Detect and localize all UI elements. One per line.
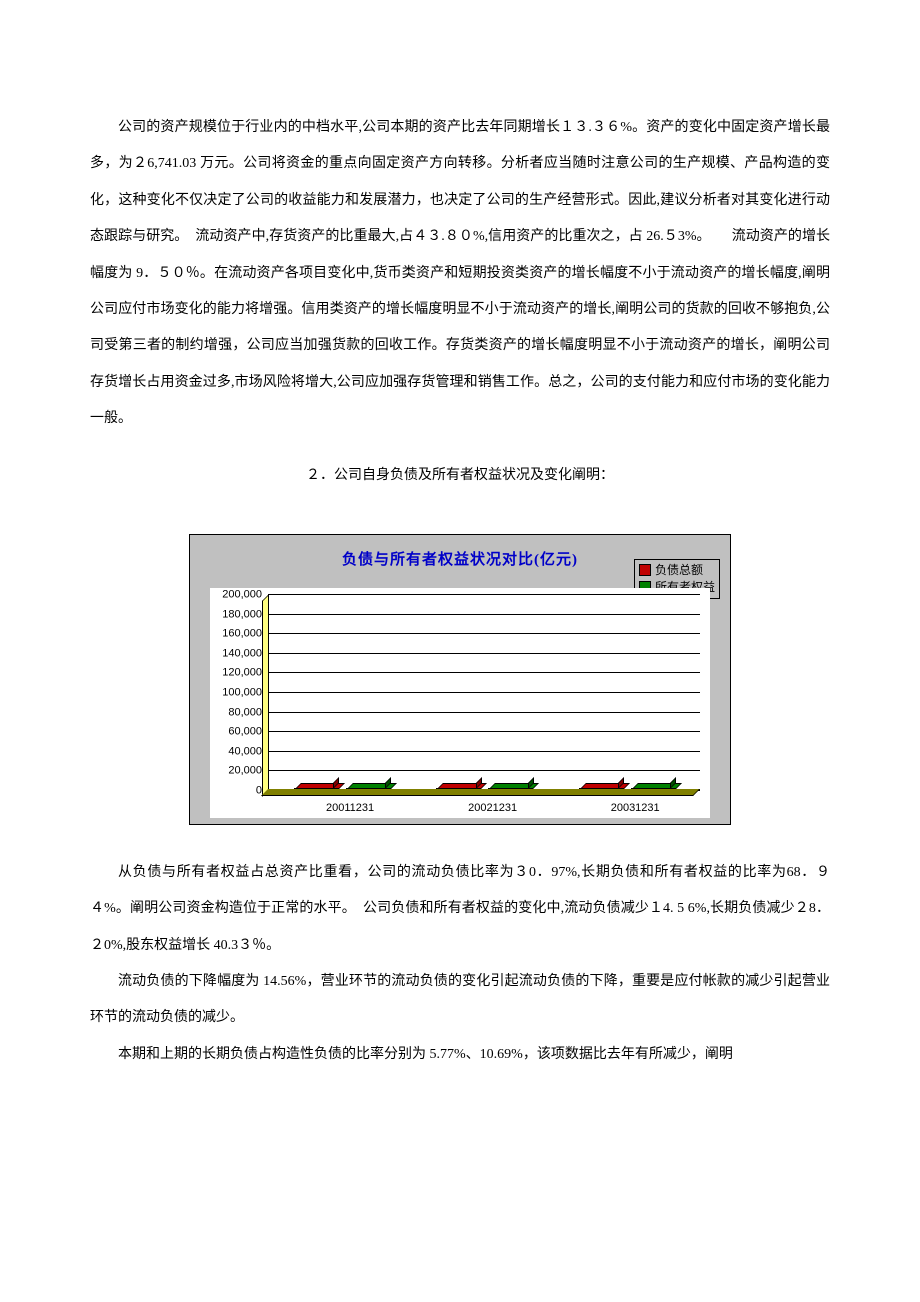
y-tick-label: 200,000 (222, 581, 268, 610)
paragraph-longterm-liability: 本期和上期的长期负债占构造性负债的比率分别为 5.77%、10.69%，该项数据… (90, 1037, 830, 1073)
paragraph-current-liability: 流动负债的下降幅度为 14.56%，营业环节的流动负债的变化引起流动负债的下降，… (90, 964, 830, 1037)
legend-label: 负债总额 (655, 562, 703, 579)
section-title-liabilities: ２．公司自身负债及所有者权益状况及变化阐明： (90, 458, 830, 494)
liability-equity-chart: 负债与所有者权益状况对比(亿元) 负债总额所有者权益 020,00040,000… (189, 534, 731, 825)
paragraph-liability-ratio: 从负债与所有者权益占总资产比重看，公司的流动负债比率为３0．97%,长期负债和所… (90, 855, 830, 964)
legend-item: 负债总额 (639, 562, 715, 579)
chart-plot-area: 020,00040,00060,00080,000100,000120,0001… (210, 588, 710, 818)
paragraph-asset-analysis: 公司的资产规模位于行业内的中档水平,公司本期的资产比去年同期增长１３.３６%。资… (90, 110, 830, 438)
chart-panel: 负债与所有者权益状况对比(亿元) 负债总额所有者权益 020,00040,000… (189, 534, 731, 825)
legend-swatch (639, 564, 651, 576)
